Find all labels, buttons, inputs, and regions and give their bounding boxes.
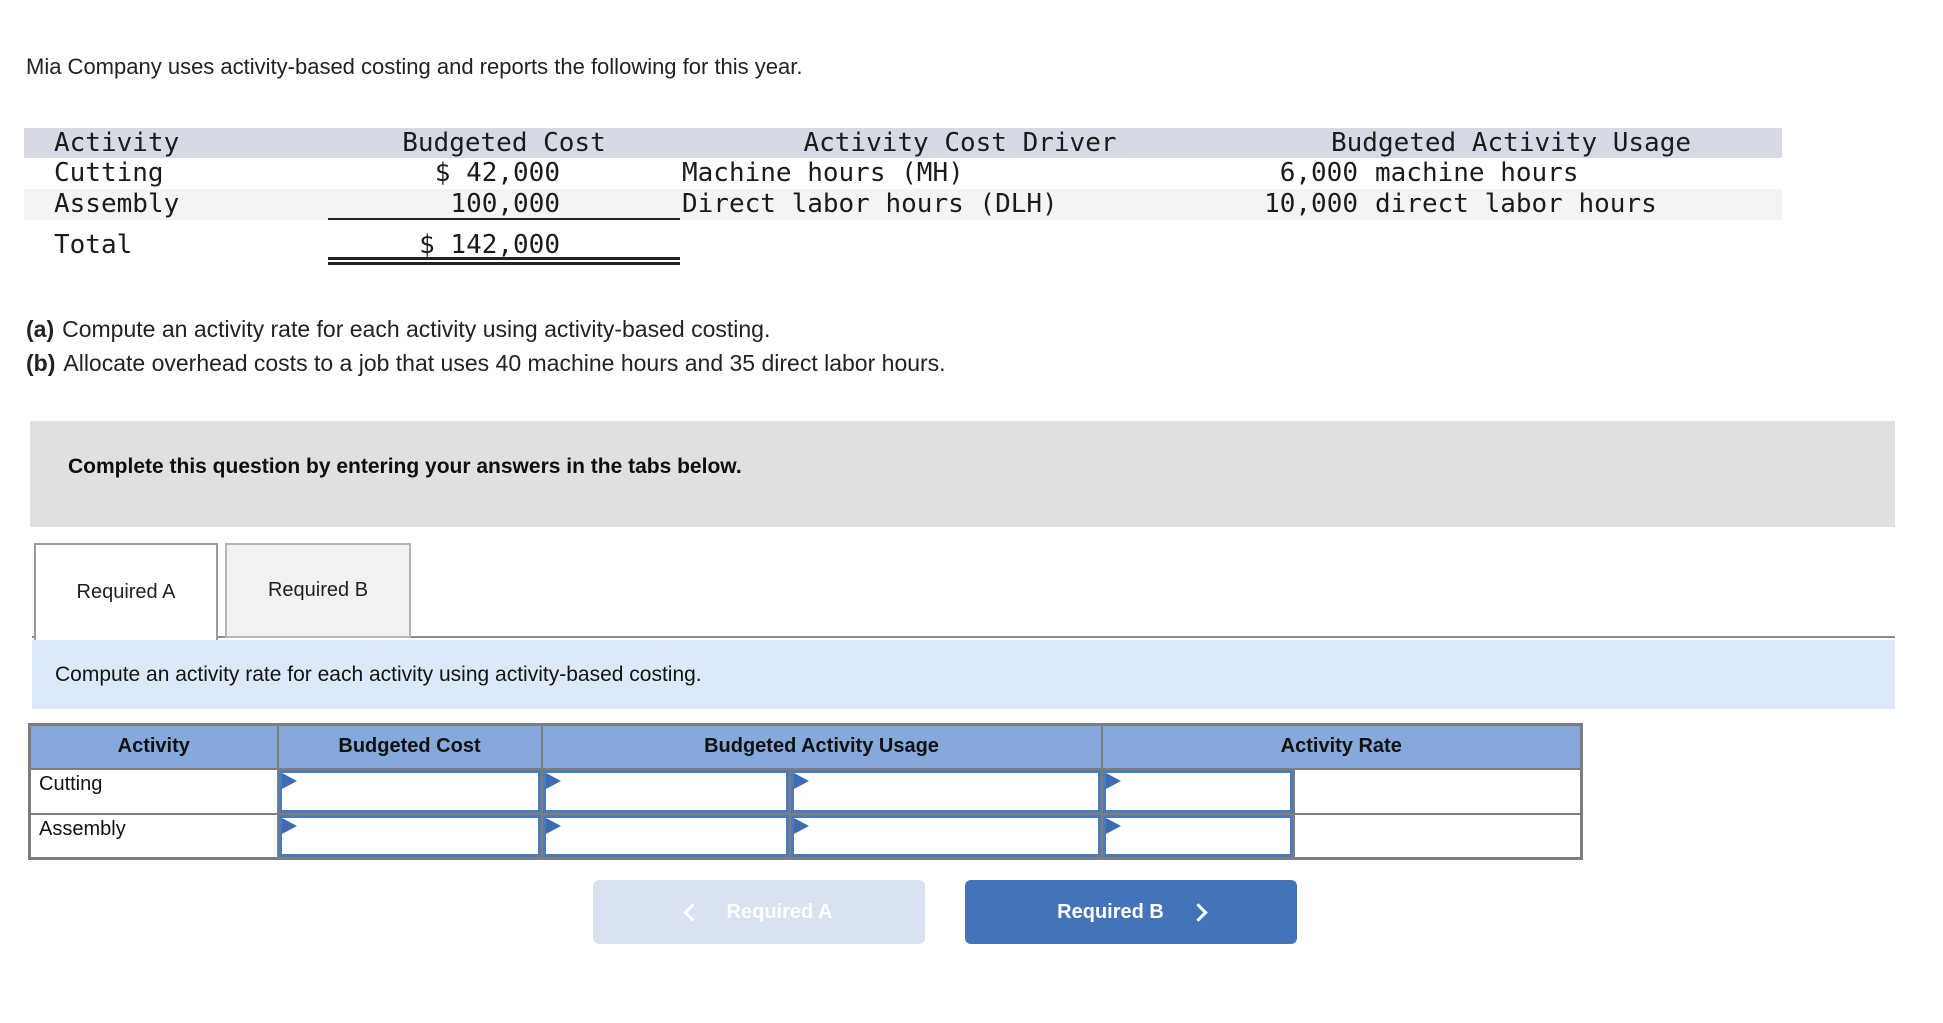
assembly-budgeted-cost-input[interactable] — [278, 814, 541, 857]
tab-panel-banner: Compute an activity rate for each activi… — [32, 640, 1895, 709]
requirement-a: (a) Compute an activity rate for each act… — [26, 312, 946, 346]
header-budgeted-cost: Budgeted Cost — [402, 128, 606, 158]
cell-flag-icon — [545, 772, 561, 789]
tab-bar: Required A Required B — [32, 543, 1895, 640]
cutting-cost: $ 42,000 — [434, 158, 560, 188]
tab-panel-banner-text: Compute an activity rate for each activi… — [55, 662, 702, 686]
cutting-activity-rate-input[interactable] — [1102, 769, 1293, 813]
answer-header-budgeted-cost: Budgeted Cost — [276, 723, 543, 770]
assembly-activity-rate-input[interactable] — [1102, 814, 1293, 857]
requirement-a-text: Compute an activity rate for each activi… — [62, 316, 771, 342]
next-required-b-button[interactable]: Required B — [965, 880, 1297, 944]
assembly-cost: 100,000 — [328, 189, 680, 220]
header-activity-usage: Budgeted Activity Usage — [1330, 128, 1692, 158]
assembly-activity-rate-result-cell — [1292, 812, 1583, 860]
cell-flag-icon — [1105, 772, 1121, 789]
cutting-label: Cutting — [54, 158, 164, 188]
cutting-usage-input-2[interactable] — [790, 769, 1101, 813]
cutting-activity-rate-result-cell — [1292, 767, 1583, 815]
answer-header-usage: Budgeted Activity Usage — [540, 723, 1103, 770]
prev-required-a-button[interactable]: Required A — [593, 880, 925, 944]
header-activity: Activity — [54, 128, 180, 158]
cell-flag-icon — [793, 817, 809, 834]
answer-row-cutting: Cutting — [28, 767, 1583, 815]
prev-button-label: Required A — [726, 900, 833, 923]
answer-table: Activity Budgeted Cost Budgeted Activity… — [28, 723, 1583, 860]
cell-flag-icon — [793, 772, 809, 789]
answer-header-rate: Activity Rate — [1100, 723, 1583, 770]
instruction-panel-text: Complete this question by entering your … — [68, 455, 742, 478]
tab-required-a[interactable]: Required A — [34, 543, 218, 640]
header-cost-driver: Activity Cost Driver — [803, 128, 1117, 158]
question-intro-text: Mia Company uses activity-based costing … — [26, 54, 803, 79]
cutting-usage-unit: machine hours — [1375, 158, 1579, 188]
assembly-usage-input-2[interactable] — [790, 814, 1101, 857]
data-row-total: Total $ 142,000 — [24, 231, 1782, 265]
cost-data-table: Activity Budgeted Cost Activity Cost Dri… — [24, 128, 1782, 265]
next-button-label: Required B — [1057, 900, 1164, 923]
chevron-left-icon — [682, 902, 702, 922]
cell-flag-icon — [1105, 817, 1121, 834]
data-row-cutting: Cutting $ 42,000 Machine hours (MH) 6,00… — [24, 158, 1782, 189]
cell-flag-icon — [281, 817, 297, 834]
requirement-b-tag: (b) — [26, 350, 56, 376]
answer-cutting-label: Cutting — [28, 767, 279, 815]
cell-flag-icon — [545, 817, 561, 834]
total-label: Total — [54, 230, 133, 260]
cutting-budgeted-cost-input[interactable] — [278, 769, 541, 813]
total-cost: $ 142,000 — [328, 231, 680, 265]
cutting-usage-input-1[interactable] — [542, 769, 789, 813]
answer-table-wrap: Activity Budgeted Cost Budgeted Activity… — [28, 723, 1583, 860]
data-table-header-row: Activity Budgeted Cost Activity Cost Dri… — [24, 128, 1782, 158]
data-row-assembly: Assembly 100,000 Direct labor hours (DLH… — [24, 189, 1782, 220]
answer-row-assembly: Assembly — [28, 812, 1583, 860]
answer-table-header-row: Activity Budgeted Cost Budgeted Activity… — [28, 723, 1583, 770]
cutting-driver: Machine hours (MH) — [682, 158, 964, 188]
answer-header-activity: Activity — [28, 723, 279, 770]
instruction-panel: Complete this question by entering your … — [30, 421, 1895, 527]
chevron-right-icon — [1189, 902, 1208, 922]
requirements: (a) Compute an activity rate for each act… — [26, 312, 946, 380]
assembly-label: Assembly — [54, 189, 180, 219]
answer-assembly-label: Assembly — [28, 812, 279, 860]
requirement-b-text: Allocate overhead costs to a job that us… — [63, 350, 946, 376]
tab-required-b[interactable]: Required B — [225, 543, 411, 638]
assembly-usage-input-1[interactable] — [542, 814, 789, 857]
requirement-b: (b) Allocate overhead costs to a job that… — [26, 346, 946, 380]
assembly-driver: Direct labor hours (DLH) — [682, 189, 1058, 219]
requirement-a-tag: (a) — [26, 316, 55, 342]
assembly-usage-unit: direct labor hours — [1375, 189, 1657, 219]
cell-flag-icon — [281, 772, 297, 789]
cutting-usage-number: 6,000 — [1279, 158, 1358, 188]
assembly-usage-number: 10,000 — [1264, 189, 1358, 219]
